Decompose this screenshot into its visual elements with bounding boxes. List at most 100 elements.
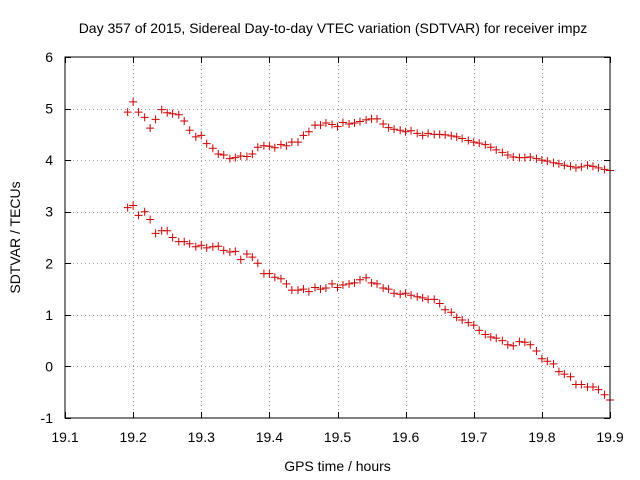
data-point-upper xyxy=(129,97,138,106)
data-point-upper xyxy=(236,152,245,161)
data-point-upper xyxy=(401,127,410,136)
data-point-lower xyxy=(328,279,337,288)
data-point-lower xyxy=(338,280,347,289)
data-point-lower xyxy=(345,279,354,288)
data-point-lower xyxy=(481,330,490,339)
data-point-lower xyxy=(146,215,155,224)
data-point-upper xyxy=(185,126,194,135)
data-point-upper xyxy=(350,119,359,128)
data-point-lower xyxy=(464,318,473,327)
y-tick-label: 3 xyxy=(45,204,53,220)
data-point-upper xyxy=(151,115,160,124)
data-point-upper xyxy=(345,120,354,129)
data-point-lower xyxy=(384,285,393,294)
data-point-upper xyxy=(168,109,177,118)
data-point-upper xyxy=(338,118,347,127)
data-point-upper xyxy=(549,158,558,167)
data-point-lower xyxy=(333,283,342,292)
data-point-lower xyxy=(208,242,217,251)
data-point-lower xyxy=(293,286,302,295)
x-tick-label: 19.8 xyxy=(528,429,555,445)
data-point-lower xyxy=(458,316,467,325)
data-point-upper xyxy=(316,121,325,130)
y-tick-label: -1 xyxy=(41,410,54,426)
data-point-lower xyxy=(537,354,546,363)
data-point-lower xyxy=(299,285,308,294)
data-point-lower xyxy=(242,250,251,259)
data-point-upper xyxy=(355,117,364,126)
data-point-upper xyxy=(157,105,166,114)
data-point-lower xyxy=(600,390,609,399)
data-point-lower xyxy=(373,279,382,288)
data-point-upper xyxy=(123,108,132,117)
data-point-upper xyxy=(452,132,461,141)
chart-title: Day 357 of 2015, Sidereal Day-to-day VTE… xyxy=(79,20,588,36)
data-point-upper xyxy=(214,149,223,158)
data-point-upper xyxy=(146,124,155,133)
y-tick-label: 5 xyxy=(45,101,53,117)
data-point-upper xyxy=(407,126,416,135)
data-point-upper xyxy=(600,165,609,174)
y-tick-label: 0 xyxy=(45,358,53,374)
data-point-lower xyxy=(140,207,149,216)
data-point-upper xyxy=(566,162,575,171)
x-tick-label: 19.4 xyxy=(256,429,283,445)
data-point-upper xyxy=(373,114,382,123)
data-point-lower xyxy=(498,336,507,345)
data-point-upper xyxy=(163,108,172,117)
data-point-upper xyxy=(447,131,456,140)
data-point-lower xyxy=(236,255,245,264)
data-point-lower xyxy=(225,247,234,256)
data-point-upper xyxy=(577,162,586,171)
data-point-upper xyxy=(299,131,308,140)
data-point-upper xyxy=(583,161,592,170)
data-point-lower xyxy=(390,289,399,298)
data-point-upper xyxy=(202,139,211,148)
data-point-lower xyxy=(270,273,279,282)
data-point-lower xyxy=(520,338,529,347)
data-point-upper xyxy=(390,125,399,134)
data-point-upper xyxy=(588,162,597,171)
data-point-upper xyxy=(282,141,291,150)
x-tick-label: 19.1 xyxy=(51,429,78,445)
x-tick-label: 19.7 xyxy=(460,429,487,445)
data-point-upper xyxy=(180,116,189,125)
data-point-lower xyxy=(355,275,364,284)
data-point-upper xyxy=(441,130,450,139)
data-point-upper xyxy=(134,108,143,117)
data-point-upper xyxy=(560,161,569,170)
data-point-upper xyxy=(321,119,330,128)
data-point-lower xyxy=(413,292,422,301)
data-point-lower xyxy=(163,226,172,235)
data-point-lower xyxy=(253,259,262,268)
data-point-lower xyxy=(379,284,388,293)
data-point-lower xyxy=(219,246,228,255)
x-tick-label: 19.9 xyxy=(596,429,623,445)
data-point-lower xyxy=(316,285,325,294)
data-points xyxy=(123,97,614,404)
plot-frame xyxy=(64,56,611,419)
data-point-lower xyxy=(588,383,597,392)
data-point-lower xyxy=(185,239,194,248)
data-point-upper xyxy=(413,129,422,138)
y-tick-labels: -1 0 1 2 3 4 5 6 xyxy=(41,49,54,426)
data-point-lower xyxy=(168,233,177,242)
data-point-upper xyxy=(532,154,541,163)
axis-ticks xyxy=(65,57,611,419)
data-point-lower xyxy=(362,273,371,282)
data-point-lower xyxy=(566,372,575,381)
data-point-lower xyxy=(577,380,586,389)
data-point-lower xyxy=(396,290,405,299)
data-point-upper xyxy=(219,150,228,159)
data-point-lower xyxy=(282,279,291,288)
x-axis-label: GPS time / hours xyxy=(284,458,391,474)
data-point-upper xyxy=(594,163,603,172)
grid-lines xyxy=(65,57,610,418)
data-point-upper xyxy=(265,142,274,151)
data-point-lower xyxy=(560,370,569,379)
data-point-upper xyxy=(242,152,251,161)
data-point-lower xyxy=(311,283,320,292)
data-point-lower xyxy=(549,359,558,368)
x-tick-label: 19.3 xyxy=(188,429,215,445)
data-point-upper xyxy=(481,140,490,149)
